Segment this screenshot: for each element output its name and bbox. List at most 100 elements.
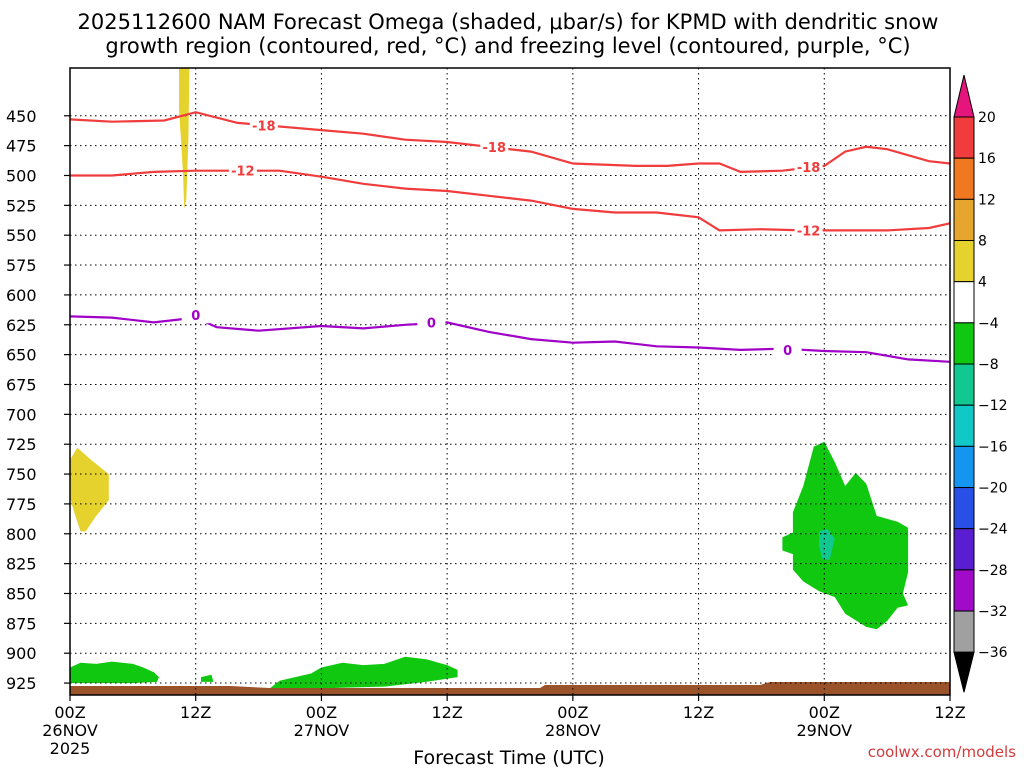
contour-line-0 — [69, 111, 951, 174]
x-year-label: 2025 — [50, 739, 91, 758]
colorbar-segment-10 — [953, 528, 975, 571]
colorbar-bottom-arrow — [953, 651, 975, 693]
colorbar-label-10: −24 — [978, 522, 1008, 538]
colorbar-segment-9 — [953, 487, 975, 530]
colorbar-segment-12 — [953, 610, 975, 653]
contour-label-bg — [794, 222, 823, 239]
y-tick-label-875: 875 — [6, 614, 37, 633]
y-axis: 450 475 500 525 550 575 600 625 650 675 700 725 750 7… — [6, 107, 70, 693]
colorbar-label-1: 16 — [978, 151, 996, 167]
y-tick-label-600: 600 — [6, 286, 37, 305]
x-date-label-48: 28NOV — [545, 721, 601, 740]
y-tick-label-625: 625 — [6, 316, 37, 335]
y-tick-label-750: 750 — [6, 465, 37, 484]
x-tick-label-84: 12Z — [934, 703, 965, 722]
credit-text: coolwx.com/models — [868, 743, 1016, 761]
contour-layer: -18 -18 -18 -12 -12 0 0 0 — [69, 111, 951, 363]
terrain-fill — [70, 682, 950, 695]
x-tick-label-0: 00Z — [54, 703, 85, 722]
contour-label-0-2: -18 — [797, 161, 821, 176]
colorbar-label-7: −12 — [978, 398, 1008, 414]
y-tick-label-650: 650 — [6, 346, 37, 365]
plot-frame — [69, 67, 951, 696]
colorbar-label-0: 20 — [978, 110, 996, 126]
y-tick-label-700: 700 — [6, 405, 37, 424]
y-tick-label-575: 575 — [6, 256, 37, 275]
contour-label-0-1: -18 — [483, 141, 507, 156]
y-tick-label-725: 725 — [6, 435, 37, 454]
contour-label-bg — [773, 341, 802, 358]
contour-label-bg — [794, 159, 823, 176]
colorbar-top-arrow — [953, 74, 975, 118]
contour-label-2-1: 0 — [427, 316, 436, 331]
y-tick-label-825: 825 — [6, 555, 37, 574]
colorbar-segment-1 — [953, 157, 975, 200]
omega-shaded-region-0 — [179, 68, 190, 209]
y-tick-label-675: 675 — [6, 375, 37, 394]
y-tick-label-800: 800 — [6, 525, 37, 544]
colorbar-label-12: −32 — [978, 604, 1008, 620]
omega-shaded-region-2 — [70, 661, 159, 684]
y-tick-label-550: 550 — [6, 226, 37, 245]
colorbar-segment-7 — [953, 404, 975, 447]
contour-label-1-0: -12 — [231, 165, 255, 180]
colorbar-label-5: −4 — [978, 316, 999, 332]
contour-label-bg — [228, 162, 257, 179]
chart-title-line2: growth region (contoured, red, °C) and f… — [105, 34, 910, 58]
x-date-label-72: 29NOV — [796, 721, 852, 740]
omega-shaded-region-4 — [269, 656, 458, 691]
colorbar-segment-4 — [953, 281, 975, 324]
omega-shaded-region-1 — [70, 447, 109, 532]
colorbar-label-2: 12 — [978, 192, 996, 208]
colorbar-segment-0 — [953, 116, 975, 159]
colorbar: 20 16 12 8 4 −4 −8 −12 −16 −20 −24 −28 −32 −36 — [953, 74, 1008, 693]
x-tick-label-60: 12Z — [683, 703, 714, 722]
x-tick-label-12: 12Z — [180, 703, 211, 722]
colorbar-label-9: −20 — [978, 481, 1008, 497]
y-tick-label-925: 925 — [6, 674, 37, 693]
y-tick-label-525: 525 — [6, 196, 37, 215]
colorbar-label-11: −28 — [978, 563, 1008, 579]
x-tick-label-36: 12Z — [431, 703, 462, 722]
x-date-label-24: 27NOV — [294, 721, 350, 740]
colorbar-label-8: −16 — [978, 439, 1008, 455]
contour-label-bg — [249, 117, 278, 134]
colorbar-label-6: −8 — [978, 357, 999, 373]
colorbar-label-4: 4 — [978, 275, 987, 291]
colorbar-segment-11 — [953, 569, 975, 612]
y-tick-label-475: 475 — [6, 137, 37, 156]
y-tick-label-850: 850 — [6, 584, 37, 603]
contour-label-1-1: -12 — [797, 224, 821, 239]
contour-label-2-0: 0 — [191, 309, 200, 324]
colorbar-segment-3 — [953, 240, 975, 283]
colorbar-label-3: 8 — [978, 234, 987, 250]
contour-label-0-0: -18 — [252, 119, 276, 134]
omega-shaded-region-6 — [819, 529, 835, 560]
colorbar-segment-8 — [953, 445, 975, 489]
y-tick-label-500: 500 — [6, 166, 37, 185]
plot-area: -18 -18 -18 -12 -12 0 0 0 — [69, 67, 951, 696]
omega-shaded-region-5 — [782, 441, 909, 630]
contour-label-bg — [480, 138, 509, 155]
y-tick-label-900: 900 — [6, 644, 37, 663]
colorbar-segment-6 — [953, 363, 975, 406]
contour-label-bg — [417, 314, 446, 331]
chart-title-line1: 2025112600 NAM Forecast Omega (shaded, μ… — [78, 10, 939, 34]
omega-shaded-region-3 — [201, 674, 214, 682]
contour-label-bg — [181, 307, 210, 324]
colorbar-label-13: −36 — [978, 645, 1008, 661]
y-tick-label-775: 775 — [6, 495, 37, 514]
colorbar-segment-5 — [953, 322, 975, 365]
omega-shading-layer — [70, 68, 909, 691]
x-axis-label: Forecast Time (UTC) — [413, 747, 604, 768]
x-tick-label-48: 00Z — [557, 703, 588, 722]
colorbar-segment-2 — [953, 198, 975, 242]
x-tick-label-72: 00Z — [809, 703, 840, 722]
x-tick-label-24: 00Z — [306, 703, 337, 722]
contour-label-2-2: 0 — [783, 344, 792, 359]
y-tick-label-450: 450 — [6, 107, 37, 126]
x-date-label-0: 26NOV — [42, 721, 98, 740]
grid-layer — [70, 68, 950, 695]
